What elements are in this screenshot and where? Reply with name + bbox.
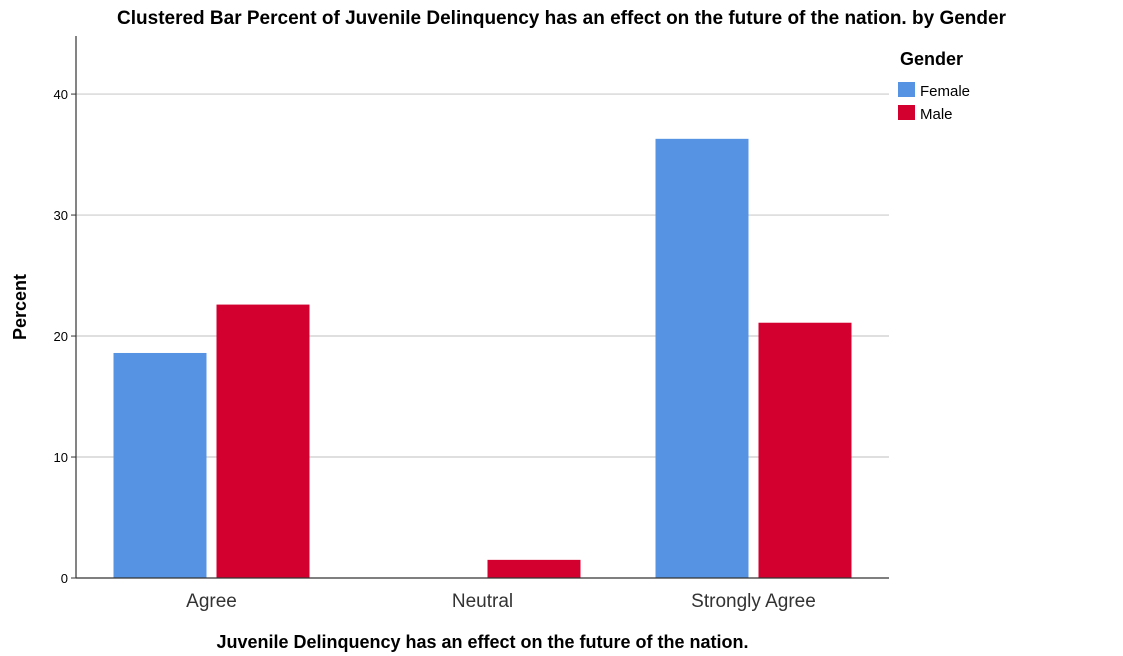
legend-swatch-female	[898, 82, 915, 97]
bar-male-agree	[216, 304, 310, 578]
legend-label-female: Female	[920, 83, 970, 100]
y-ticks: 0 10 20 30 40	[54, 87, 76, 586]
y-tick-label: 20	[54, 329, 68, 344]
legend: Gender Female Male	[898, 49, 970, 123]
y-tick-label: 40	[54, 87, 68, 102]
x-tick-label: Agree	[186, 591, 237, 612]
bar-male-neutral	[487, 559, 581, 578]
chart-title: Clustered Bar Percent of Juvenile Delinq…	[117, 8, 1006, 29]
bars	[113, 138, 852, 578]
y-axis-title: Percent	[10, 274, 30, 340]
bar-female-strongly-agree	[655, 138, 749, 578]
legend-swatch-male	[898, 105, 915, 120]
legend-title: Gender	[900, 49, 963, 69]
x-tick-label: Strongly Agree	[691, 591, 816, 612]
legend-label-male: Male	[920, 106, 953, 123]
axes	[75, 36, 889, 579]
x-ticks: Agree Neutral Strongly Agree	[186, 591, 816, 612]
bar-male-strongly-agree	[758, 322, 852, 578]
y-tick-label: 30	[54, 208, 68, 223]
x-axis-title: Juvenile Delinquency has an effect on th…	[216, 632, 748, 652]
gridlines	[76, 93, 889, 458]
bar-female-agree	[113, 352, 207, 578]
x-tick-label: Neutral	[452, 591, 513, 612]
y-tick-label: 0	[61, 571, 68, 586]
y-tick-label: 10	[54, 450, 68, 465]
